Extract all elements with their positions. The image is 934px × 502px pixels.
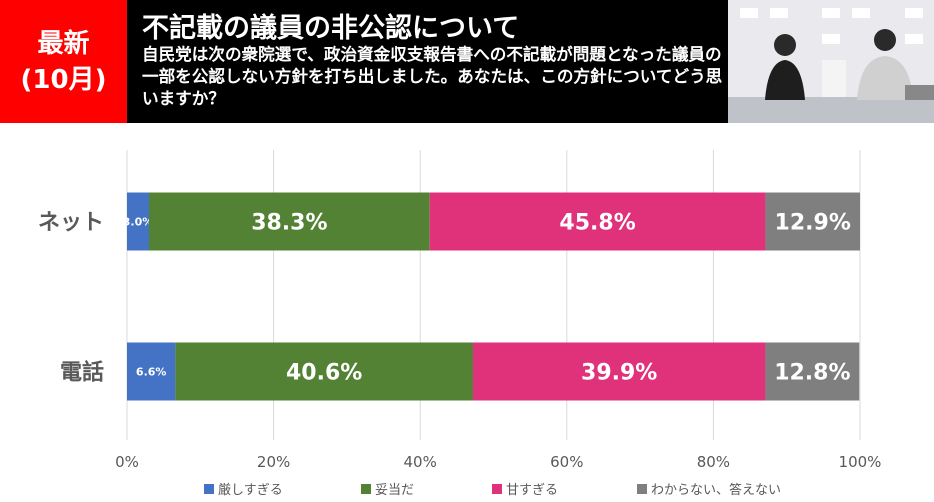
bar-segment bbox=[472, 342, 766, 401]
badge-line: 最新 bbox=[37, 28, 90, 59]
bar-segment bbox=[148, 192, 430, 251]
category-label: ネット bbox=[38, 211, 104, 236]
data-label: 45.8% bbox=[559, 211, 635, 236]
legend-label: 厳しすぎる bbox=[218, 483, 283, 498]
data-label: 40.6% bbox=[286, 361, 362, 386]
data-label: 38.3% bbox=[251, 211, 327, 236]
bar-segment bbox=[175, 342, 473, 401]
x-tick-label: 60% bbox=[550, 453, 583, 471]
legend-swatch bbox=[361, 484, 371, 494]
video-inset bbox=[728, 0, 934, 123]
badge: 最新 (10月) bbox=[0, 0, 127, 123]
legend-label: 甘すぎる bbox=[506, 483, 558, 498]
title: 不記載の議員の非公認について bbox=[142, 13, 520, 44]
x-tick-label: 100% bbox=[839, 453, 882, 471]
bar-segment bbox=[127, 342, 176, 401]
x-tick-label: 80% bbox=[697, 453, 730, 471]
legend-label: わからない、答えない bbox=[651, 482, 781, 498]
bar-segment bbox=[765, 342, 860, 401]
x-tick-label: 0% bbox=[115, 453, 139, 471]
x-tick-label: 20% bbox=[257, 453, 290, 471]
x-tick-label: 40% bbox=[404, 453, 437, 471]
legend-swatch bbox=[637, 484, 647, 494]
data-label: 12.9% bbox=[775, 211, 851, 236]
data-label: 39.9% bbox=[581, 361, 657, 386]
data-label: 12.8% bbox=[774, 361, 850, 386]
data-label: 3.0% bbox=[123, 216, 154, 229]
legend-swatch bbox=[204, 484, 214, 494]
legend-swatch bbox=[492, 484, 502, 494]
bar-segment bbox=[429, 192, 766, 251]
badge-line: (10月) bbox=[20, 64, 107, 95]
data-label: 6.6% bbox=[136, 366, 167, 379]
header-band bbox=[127, 0, 728, 123]
subtitle: 自民党は次の衆院選で、政治資金収支報告書への不記載が問題となった議員の一部を公認… bbox=[142, 45, 723, 108]
bar-segment bbox=[765, 192, 860, 251]
legend-label: 妥当だ bbox=[375, 483, 414, 498]
category-label: 電話 bbox=[60, 360, 104, 386]
bar-segment bbox=[127, 192, 149, 251]
